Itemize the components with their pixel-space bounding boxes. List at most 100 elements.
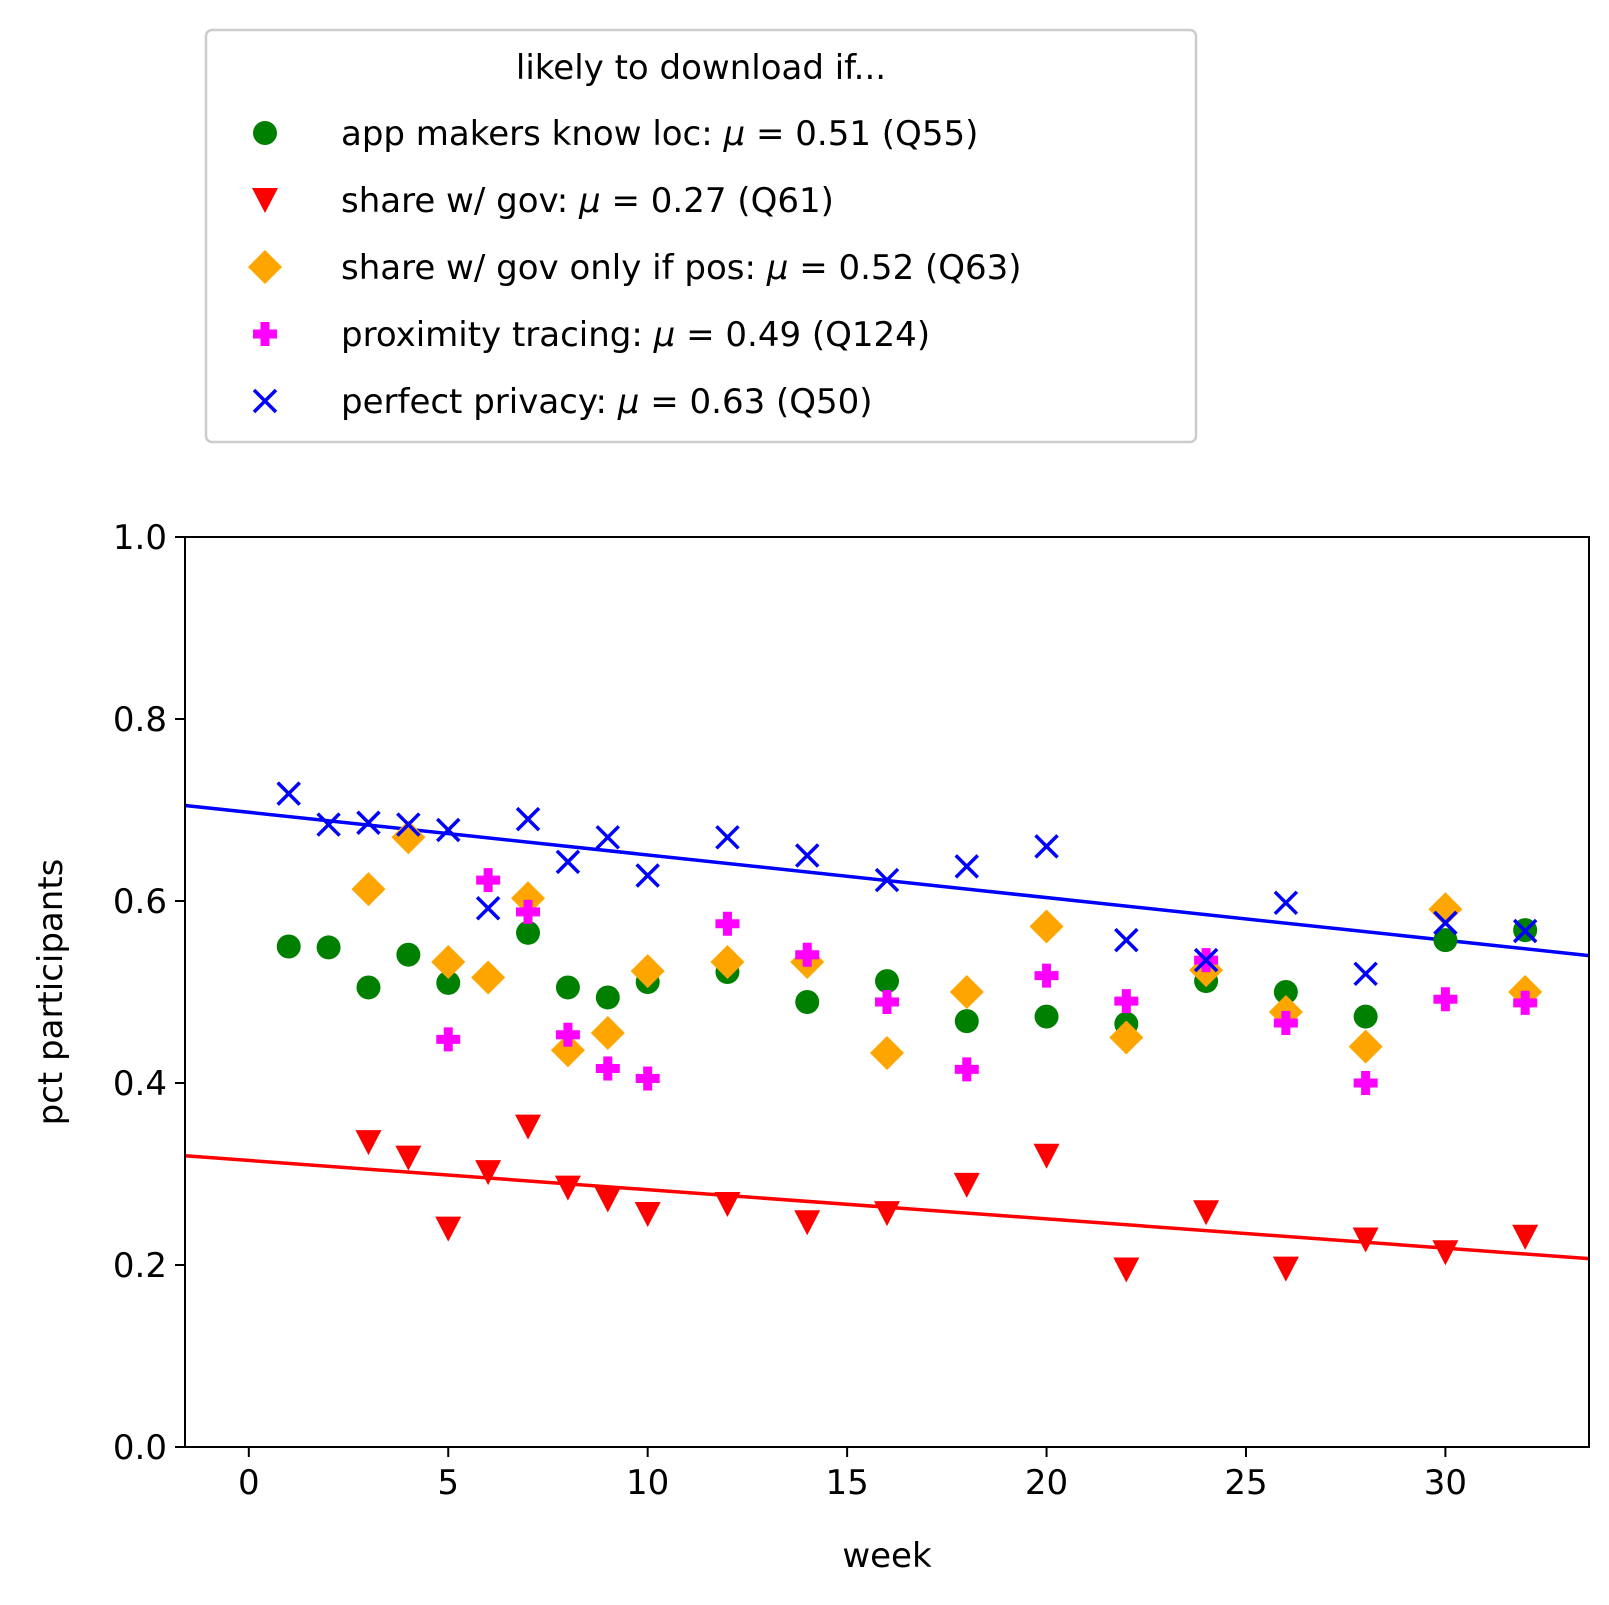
legend-marker-x [252, 388, 278, 414]
x-tick-label: 20 [1025, 1463, 1068, 1503]
legend-entry: app makers know loc: μ = 0.51 (Q55) [253, 114, 978, 154]
data-point-plus [555, 1022, 580, 1047]
data-point-circle [595, 985, 620, 1010]
data-point-x [715, 825, 740, 850]
y-tick-label: 0.4 [113, 1064, 167, 1104]
y-tick-label: 0.6 [113, 882, 167, 922]
data-point-triangle-down [1193, 1200, 1220, 1226]
x-tick-label: 25 [1224, 1463, 1267, 1503]
data-point-circle [396, 942, 421, 967]
legend-marker-diamond [248, 250, 282, 284]
data-point-circle [555, 975, 580, 1000]
data-point-diamond [1109, 1020, 1144, 1055]
legend-entries: app makers know loc: μ = 0.51 (Q55) share… [248, 114, 1022, 422]
data-point-circle [1353, 1004, 1378, 1029]
data-point-circle [875, 969, 899, 994]
data-point-circle [795, 990, 820, 1015]
legend-entry: proximity tracing: μ = 0.49 (Q124) [253, 315, 930, 355]
data-point-diamond [949, 975, 984, 1009]
data-point-triangle-down [1432, 1240, 1459, 1266]
data-point-plus [1273, 1010, 1298, 1035]
data-point-triangle-down [395, 1145, 422, 1171]
data-point-x [1273, 890, 1299, 916]
data-point-triangle-down [1113, 1257, 1140, 1283]
legend-entry: share w/ gov: μ = 0.27 (Q61) [252, 181, 834, 221]
data-point-x [276, 781, 301, 806]
y-axis-label: pct participants [31, 859, 71, 1126]
data-point-diamond [550, 1033, 585, 1068]
data-point-plus [795, 942, 820, 967]
data-point-triangle-down [594, 1187, 621, 1213]
x-tick-label: 15 [825, 1463, 868, 1503]
data-point-diamond [511, 881, 546, 916]
data-point-x [635, 863, 660, 888]
data-point-diamond [1029, 909, 1064, 944]
data-point-diamond [870, 1035, 904, 1070]
data-point-x [555, 849, 581, 875]
data-point-x [1034, 834, 1059, 859]
data-point-x [475, 896, 501, 921]
data-point-plus [1433, 987, 1458, 1012]
data-point-x [874, 867, 900, 893]
data-point-x [794, 843, 820, 868]
data-point-triangle-down [794, 1210, 821, 1236]
y-tick-label: 0.0 [113, 1428, 167, 1468]
data-point-plus [1513, 990, 1538, 1015]
data-point-x [396, 812, 421, 837]
data-point-triangle-down [554, 1175, 581, 1201]
data-point-diamond [391, 820, 426, 855]
data-point-triangle-down [1033, 1143, 1060, 1169]
data-points [276, 781, 1543, 1283]
data-point-plus [875, 990, 899, 1015]
legend-label: share w/ gov: μ = 0.27 (Q61) [341, 181, 834, 221]
data-point-circle [954, 1009, 979, 1034]
data-point-triangle-down [874, 1201, 900, 1227]
data-point-triangle-down [515, 1114, 542, 1140]
data-point-diamond [1428, 892, 1463, 927]
data-point-circle [356, 975, 381, 1000]
x-tick-label: 30 [1424, 1463, 1467, 1503]
data-point-plus [516, 899, 541, 924]
data-point-circle [1433, 928, 1458, 953]
data-point-triangle-down [1352, 1227, 1379, 1253]
legend-marker-plus [253, 322, 277, 346]
data-point-diamond [431, 944, 466, 979]
data-point-plus [635, 1066, 660, 1091]
legend-label: share w/ gov only if pos: μ = 0.52 (Q63) [341, 248, 1022, 288]
data-point-x [436, 817, 461, 843]
x-tick-label: 0 [238, 1463, 260, 1503]
data-point-plus [436, 1027, 461, 1052]
x-axis: 0 5 10 15 20 25 30 [238, 1447, 1467, 1503]
data-point-x [316, 812, 341, 837]
legend-entry: perfect privacy: μ = 0.63 (Q50) [252, 382, 873, 422]
plot-area [184, 536, 1590, 1448]
data-point-triangle-down [634, 1202, 661, 1228]
legend-label: app makers know loc: μ = 0.51 (Q55) [341, 114, 978, 154]
y-tick-label: 0.2 [113, 1246, 167, 1286]
data-point-triangle-down [435, 1216, 462, 1242]
data-point-circle [1273, 980, 1298, 1004]
data-point-circle [516, 920, 541, 945]
data-point-diamond [1348, 1029, 1383, 1064]
data-point-circle [276, 934, 301, 959]
data-point-diamond [471, 960, 506, 995]
y-axis: 0.0 0.2 0.4 0.6 0.8 1.0 [113, 518, 185, 1468]
data-point-diamond [630, 954, 665, 989]
data-point-plus [476, 868, 501, 893]
x-tick-label: 10 [626, 1463, 669, 1503]
data-point-triangle-down [1272, 1256, 1299, 1282]
legend-marker-triangle-down [252, 188, 278, 213]
data-point-diamond [590, 1015, 625, 1050]
data-point-plus [1114, 989, 1139, 1014]
data-point-plus [1034, 963, 1059, 988]
legend-marker-circle [253, 121, 277, 145]
data-point-triangle-down [1512, 1224, 1539, 1250]
legend: likely to download if... app makers know… [204, 28, 1198, 444]
plot-frame [184, 536, 1590, 1448]
data-point-x [1512, 918, 1538, 944]
data-point-plus [1353, 1071, 1378, 1095]
data-point-circle [316, 935, 341, 960]
legend-entry: share w/ gov only if pos: μ = 0.52 (Q63) [248, 248, 1022, 288]
legend-title: likely to download if... [516, 48, 886, 88]
